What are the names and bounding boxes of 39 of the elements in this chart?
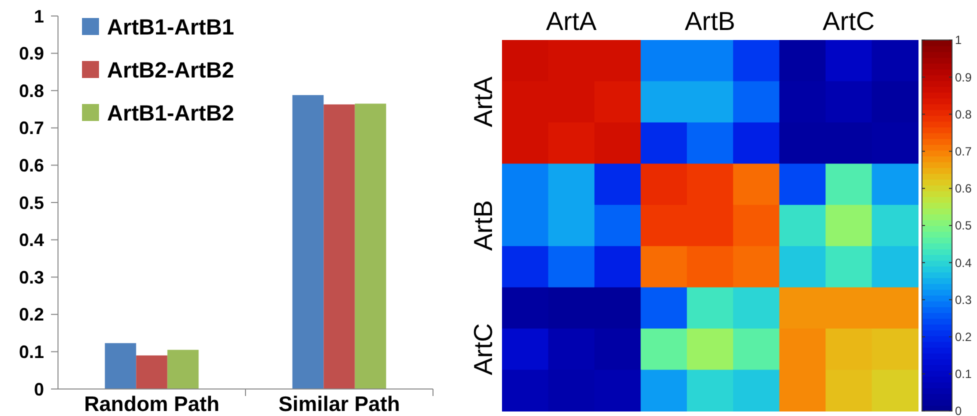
color-bar-label: 0.4 — [955, 256, 972, 270]
y-tick-label: 0.7 — [18, 118, 44, 138]
bar — [167, 350, 199, 389]
legend-label: ArtB1-ArtB2 — [107, 100, 234, 126]
x-tick-label: ArtB — [684, 6, 736, 36]
x-tick-label: ArtA — [546, 6, 598, 36]
color-bar-label: 0.6 — [955, 182, 972, 196]
y-tick-label: 0.6 — [18, 156, 44, 176]
color-bar-label: 0.3 — [955, 292, 972, 307]
color-bar-label: 0.2 — [955, 330, 972, 344]
y-tick-label: 0.9 — [18, 44, 44, 64]
x-tick-label: ArtC — [822, 6, 875, 36]
y-tick-label: 0.2 — [18, 304, 44, 325]
y-tick-label: 0.3 — [18, 267, 44, 288]
y-tick-label: 0.4 — [18, 230, 44, 250]
bar — [292, 95, 324, 389]
y-tick-label: 0.8 — [18, 80, 44, 101]
bar — [324, 104, 355, 389]
bar — [136, 355, 168, 389]
legend-label: ArtB1-ArtB1 — [107, 14, 234, 40]
color-bar-label: 0 — [955, 404, 962, 416]
color-bar-label: 0.5 — [955, 218, 972, 233]
y-tick-label: 0.1 — [18, 342, 44, 362]
y-tick-label: 0.5 — [18, 192, 44, 213]
y-tick-label: 1 — [34, 6, 44, 26]
color-bar-label: 0.8 — [955, 107, 972, 122]
color-bar-label: 0.7 — [955, 144, 972, 158]
x-tick-label: Similar Path — [278, 393, 400, 416]
y-tick-label: ArtA — [468, 76, 498, 128]
color-bar-label: 0.9 — [955, 70, 972, 84]
y-tick-label: ArtC — [468, 323, 498, 376]
y-tick-label: 0 — [34, 379, 44, 400]
x-tick-label: Random Path — [84, 393, 220, 416]
legend-label: ArtB2-ArtB2 — [107, 58, 234, 83]
y-tick-label: ArtB — [468, 200, 498, 251]
color-bar-label: 0.1 — [955, 367, 972, 382]
bar — [354, 104, 386, 389]
color-bar-label: 1 — [955, 33, 962, 48]
bar — [104, 343, 136, 389]
